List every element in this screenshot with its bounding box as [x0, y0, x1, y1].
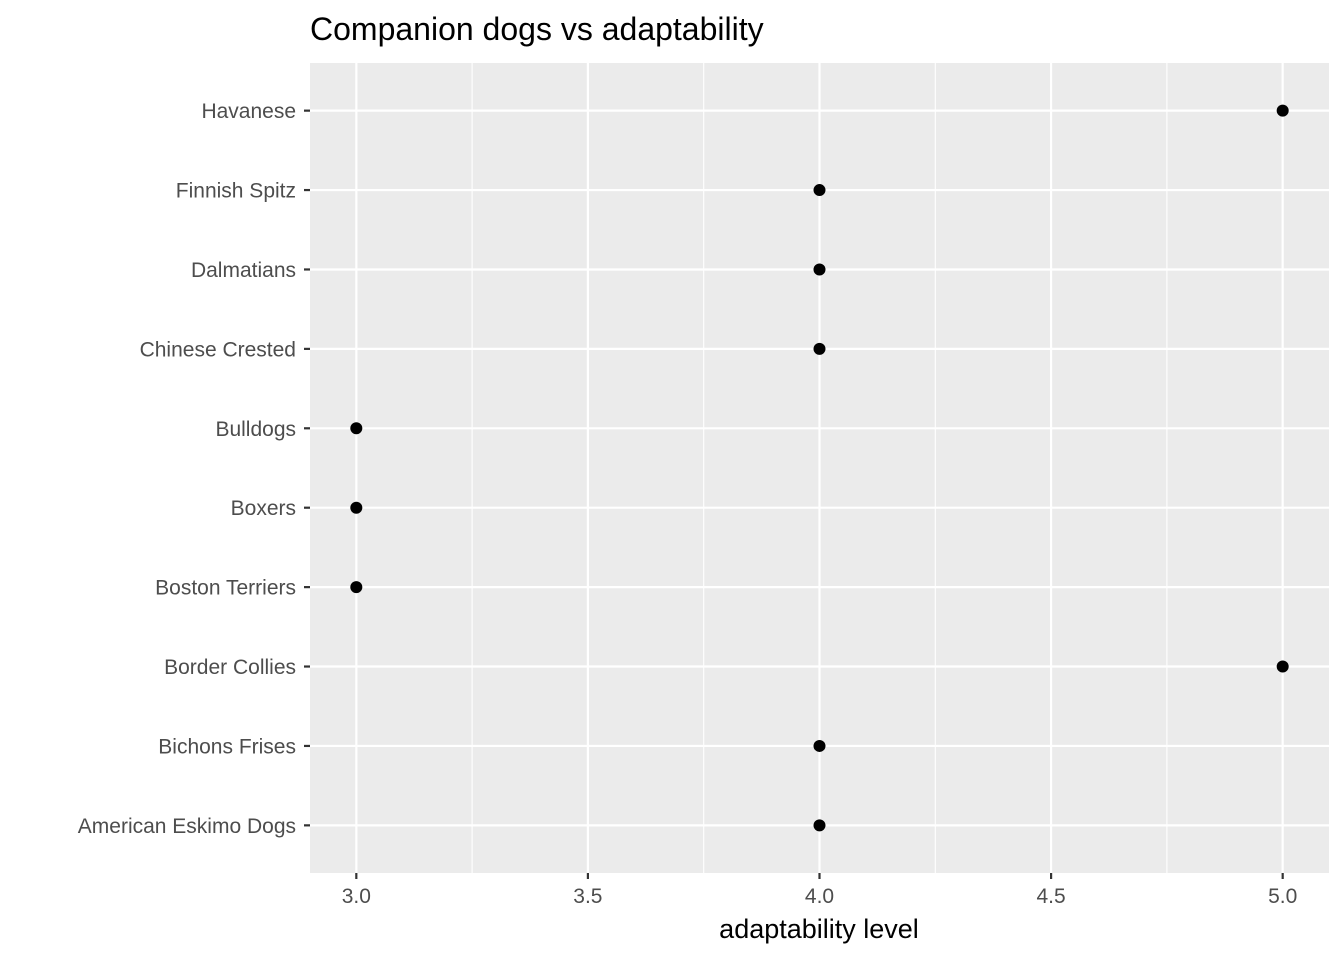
data-point: [350, 422, 363, 435]
data-points: [350, 104, 1289, 832]
x-axis-title: adaptability level: [719, 914, 919, 944]
y-tick-label: American Eskimo Dogs: [78, 815, 296, 838]
x-axis: 3.0 3.5 4.0 4.5 5.0: [342, 873, 1297, 908]
data-point: [350, 501, 363, 514]
y-tick-label: Dalmatians: [191, 259, 296, 282]
y-tick-label: Bichons Frises: [158, 735, 296, 758]
x-tick-label: 4.5: [1036, 885, 1065, 908]
data-point: [1276, 660, 1289, 673]
x-tick-label: 5.0: [1268, 885, 1297, 908]
y-tick-label: Chinese Crested: [140, 338, 296, 361]
x-tick-label: 3.0: [342, 885, 371, 908]
data-point: [813, 342, 826, 355]
data-point: [350, 581, 363, 594]
data-point: [1276, 104, 1289, 117]
data-point: [813, 739, 826, 752]
y-tick-label: Finnish Spitz: [176, 180, 296, 203]
data-point: [813, 819, 826, 832]
y-tick-label: Boston Terriers: [155, 577, 296, 600]
y-axis: American Eskimo Dogs Bichons Frises Border…: [78, 100, 310, 838]
y-tick-label: Havanese: [201, 100, 296, 123]
chart-title: Companion dogs vs adaptability: [310, 11, 764, 47]
y-tick-label: Border Collies: [164, 656, 296, 679]
y-tick-label: Bulldogs: [215, 418, 296, 441]
data-point: [813, 184, 826, 197]
x-tick-label: 4.0: [805, 885, 834, 908]
y-tick-label: Boxers: [231, 497, 296, 520]
data-point: [813, 263, 826, 276]
grid-minor: [471, 63, 1168, 873]
x-tick-label: 3.5: [573, 885, 602, 908]
